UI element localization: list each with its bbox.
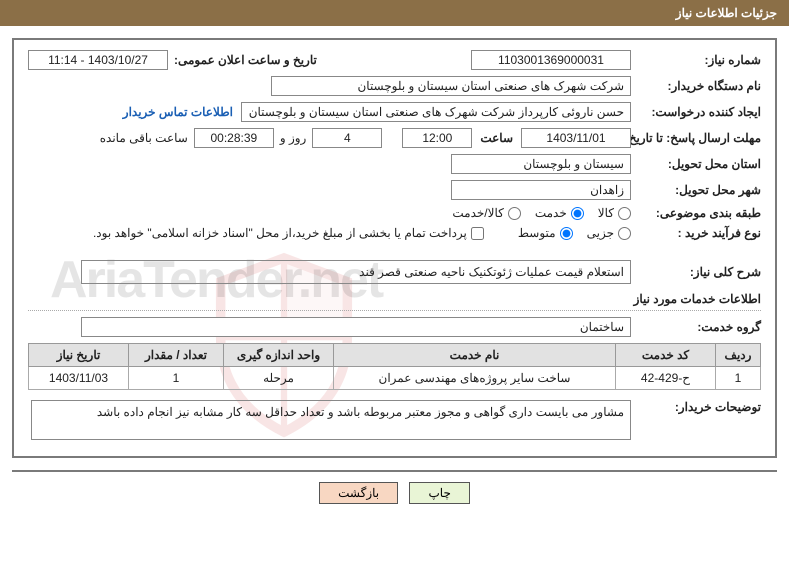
row-city: شهر محل تحویل: زاهدان [28,180,761,200]
deadline-time-label: ساعت [472,131,521,145]
row-buyer-org: نام دستگاه خریدار: شرکت شهرک های صنعتی ا… [28,76,761,96]
row-requester: ایجاد کننده درخواست: حسن ناروئی کارپرداز… [28,102,761,122]
row-service-group: گروه خدمت: ساختمان [28,317,761,337]
back-button[interactable]: بازگشت [319,482,398,504]
page-title: جزئیات اطلاعات نیاز [676,6,777,20]
service-group-label: گروه خدمت: [631,320,761,334]
deadline-date: 1403/11/01 [521,128,631,148]
days-value: 4 [312,128,382,148]
services-table: ردیف کد خدمت نام خدمت واحد اندازه گیری ت… [28,343,761,390]
radio-goods-label: کالا [598,206,614,220]
province-value: سیستان و بلوچستان [451,154,631,174]
cell-row: 1 [716,367,761,390]
payment-note: پرداخت تمام یا بخشی از مبلغ خرید،از محل … [93,226,467,240]
category-label: طبقه بندی موضوعی: [631,206,761,220]
days-and: روز و [274,131,313,145]
th-unit: واحد اندازه گیری [224,344,334,367]
requester-value: حسن ناروئی کارپرداز شرکت شهرک های صنعتی … [241,102,631,122]
services-section-header: اطلاعات خدمات مورد نیاز [28,292,761,311]
th-date: تاریخ نیاز [29,344,129,367]
radio-minor[interactable] [618,227,631,240]
deadline-label: مهلت ارسال پاسخ: تا تاریخ: [631,131,761,145]
th-row: ردیف [716,344,761,367]
row-process: نوع فرآیند خرید : جزیی متوسط پرداخت تمام… [28,226,761,240]
row-buyer-notes: توضیحات خریدار: مشاور می بایست داری گواه… [28,396,761,440]
buyer-org-label: نام دستگاه خریدار: [631,79,761,93]
radio-minor-label: جزیی [587,226,614,240]
services-section-title: اطلاعات خدمات مورد نیاز [628,292,761,306]
need-no-label: شماره نیاز: [631,53,761,67]
process-label: نوع فرآیند خرید : [631,226,761,240]
button-row: چاپ بازگشت [0,482,789,504]
cell-unit: مرحله [224,367,334,390]
print-button[interactable]: چاپ [409,482,469,504]
radio-goods[interactable] [618,207,631,220]
need-no-value: 1103001369000031 [471,50,631,70]
bottom-divider [12,470,777,472]
cell-code: ح-429-42 [616,367,716,390]
requester-label: ایجاد کننده درخواست: [631,105,761,119]
need-desc-value: استعلام قیمت عملیات ژئوتکنیک ناحیه صنعتی… [81,260,631,284]
th-code: کد خدمت [616,344,716,367]
radio-both[interactable] [508,207,521,220]
deadline-time: 12:00 [402,128,472,148]
checkbox-payment[interactable] [471,227,484,240]
radio-medium[interactable] [560,227,573,240]
table-header-row: ردیف کد خدمت نام خدمت واحد اندازه گیری ت… [29,344,761,367]
buyer-notes-value: مشاور می بایست داری گواهی و مجوز معتبر م… [31,400,631,440]
countdown-suffix: ساعت باقی مانده [100,131,194,145]
radio-medium-label: متوسط [518,226,556,240]
page-header: جزئیات اطلاعات نیاز [0,0,789,26]
city-label: شهر محل تحویل: [631,183,761,197]
buyer-org-value: شرکت شهرک های صنعتی استان سیستان و بلوچس… [271,76,631,96]
row-need-number: شماره نیاز: 1103001369000031 تاریخ و ساع… [28,50,761,70]
countdown: 00:28:39 [194,128,274,148]
buyer-notes-label: توضیحات خریدار: [631,396,761,414]
province-label: استان محل تحویل: [631,157,761,171]
cell-qty: 1 [129,367,224,390]
radio-service[interactable] [571,207,584,220]
table-row: 1 ح-429-42 ساخت سایر پروژه‌های مهندسی عم… [29,367,761,390]
cell-name: ساخت سایر پروژه‌های مهندسی عمران [334,367,616,390]
radio-service-label: خدمت [535,206,567,220]
row-province: استان محل تحویل: سیستان و بلوچستان [28,154,761,174]
th-name: نام خدمت [334,344,616,367]
service-group-value: ساختمان [81,317,631,337]
row-deadline: مهلت ارسال پاسخ: تا تاریخ: 1403/11/01 سا… [28,128,761,148]
public-date-label: تاریخ و ساعت اعلان عمومی: [168,53,317,67]
radio-both-label: کالا/خدمت [452,206,503,220]
row-need-desc: شرح کلی نیاز: استعلام قیمت عملیات ژئوتکن… [28,260,761,284]
row-category: طبقه بندی موضوعی: کالا خدمت کالا/خدمت [28,206,761,220]
th-qty: تعداد / مقدار [129,344,224,367]
contact-link[interactable]: اطلاعات تماس خریدار [123,105,233,119]
need-desc-label: شرح کلی نیاز: [631,265,761,279]
city-value: زاهدان [451,180,631,200]
main-panel: شماره نیاز: 1103001369000031 تاریخ و ساع… [12,38,777,458]
public-date-value: 1403/10/27 - 11:14 [28,50,168,70]
cell-date: 1403/11/03 [29,367,129,390]
